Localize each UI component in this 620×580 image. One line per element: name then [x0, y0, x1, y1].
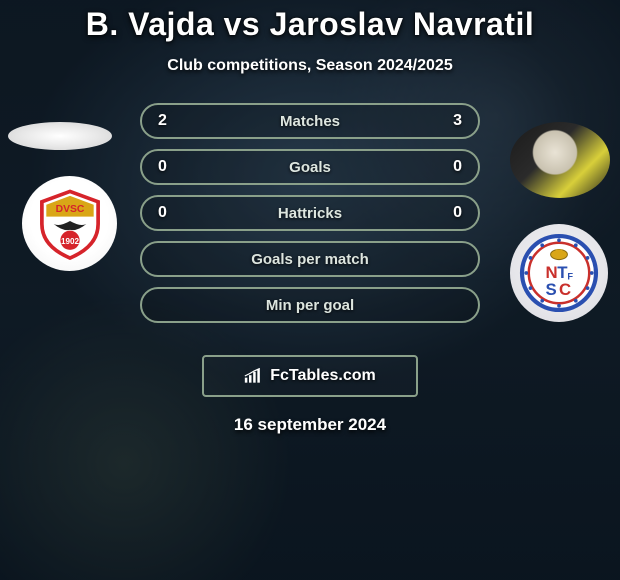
stat-value-left: 2: [158, 112, 167, 130]
stat-label: Matches: [280, 113, 340, 130]
stat-value-right: 0: [453, 204, 462, 222]
stats-container: 2 Matches 3 0 Goals 0 0 Hattricks 0 Goals per mat…: [0, 103, 620, 343]
stat-value-left: 0: [158, 158, 167, 176]
stat-label: Goals: [289, 159, 331, 176]
stat-pill-min-per-goal: Min per goal: [140, 287, 480, 323]
stat-label: Min per goal: [266, 297, 354, 314]
fctables-text: FcTables.com: [270, 367, 376, 385]
stat-pill-hattricks: 0 Hattricks 0: [140, 195, 480, 231]
comparison-date: 16 september 2024: [0, 415, 620, 435]
stat-value-right: 0: [453, 158, 462, 176]
content-root: B. Vajda vs Jaroslav Navratil Club compe…: [0, 0, 620, 580]
stat-pill-goals: 0 Goals 0: [140, 149, 480, 185]
page-subtitle: Club competitions, Season 2024/2025: [0, 57, 620, 75]
stat-label: Goals per match: [251, 251, 369, 268]
stat-label: Hattricks: [278, 205, 342, 222]
stat-value-left: 0: [158, 204, 167, 222]
fctables-logo[interactable]: FcTables.com: [202, 355, 418, 397]
page-title: B. Vajda vs Jaroslav Navratil: [0, 6, 620, 43]
stat-pill-matches: 2 Matches 3: [140, 103, 480, 139]
stat-value-right: 3: [453, 112, 462, 130]
bar-chart-icon: [244, 367, 264, 385]
stat-pill-goals-per-match: Goals per match: [140, 241, 480, 277]
